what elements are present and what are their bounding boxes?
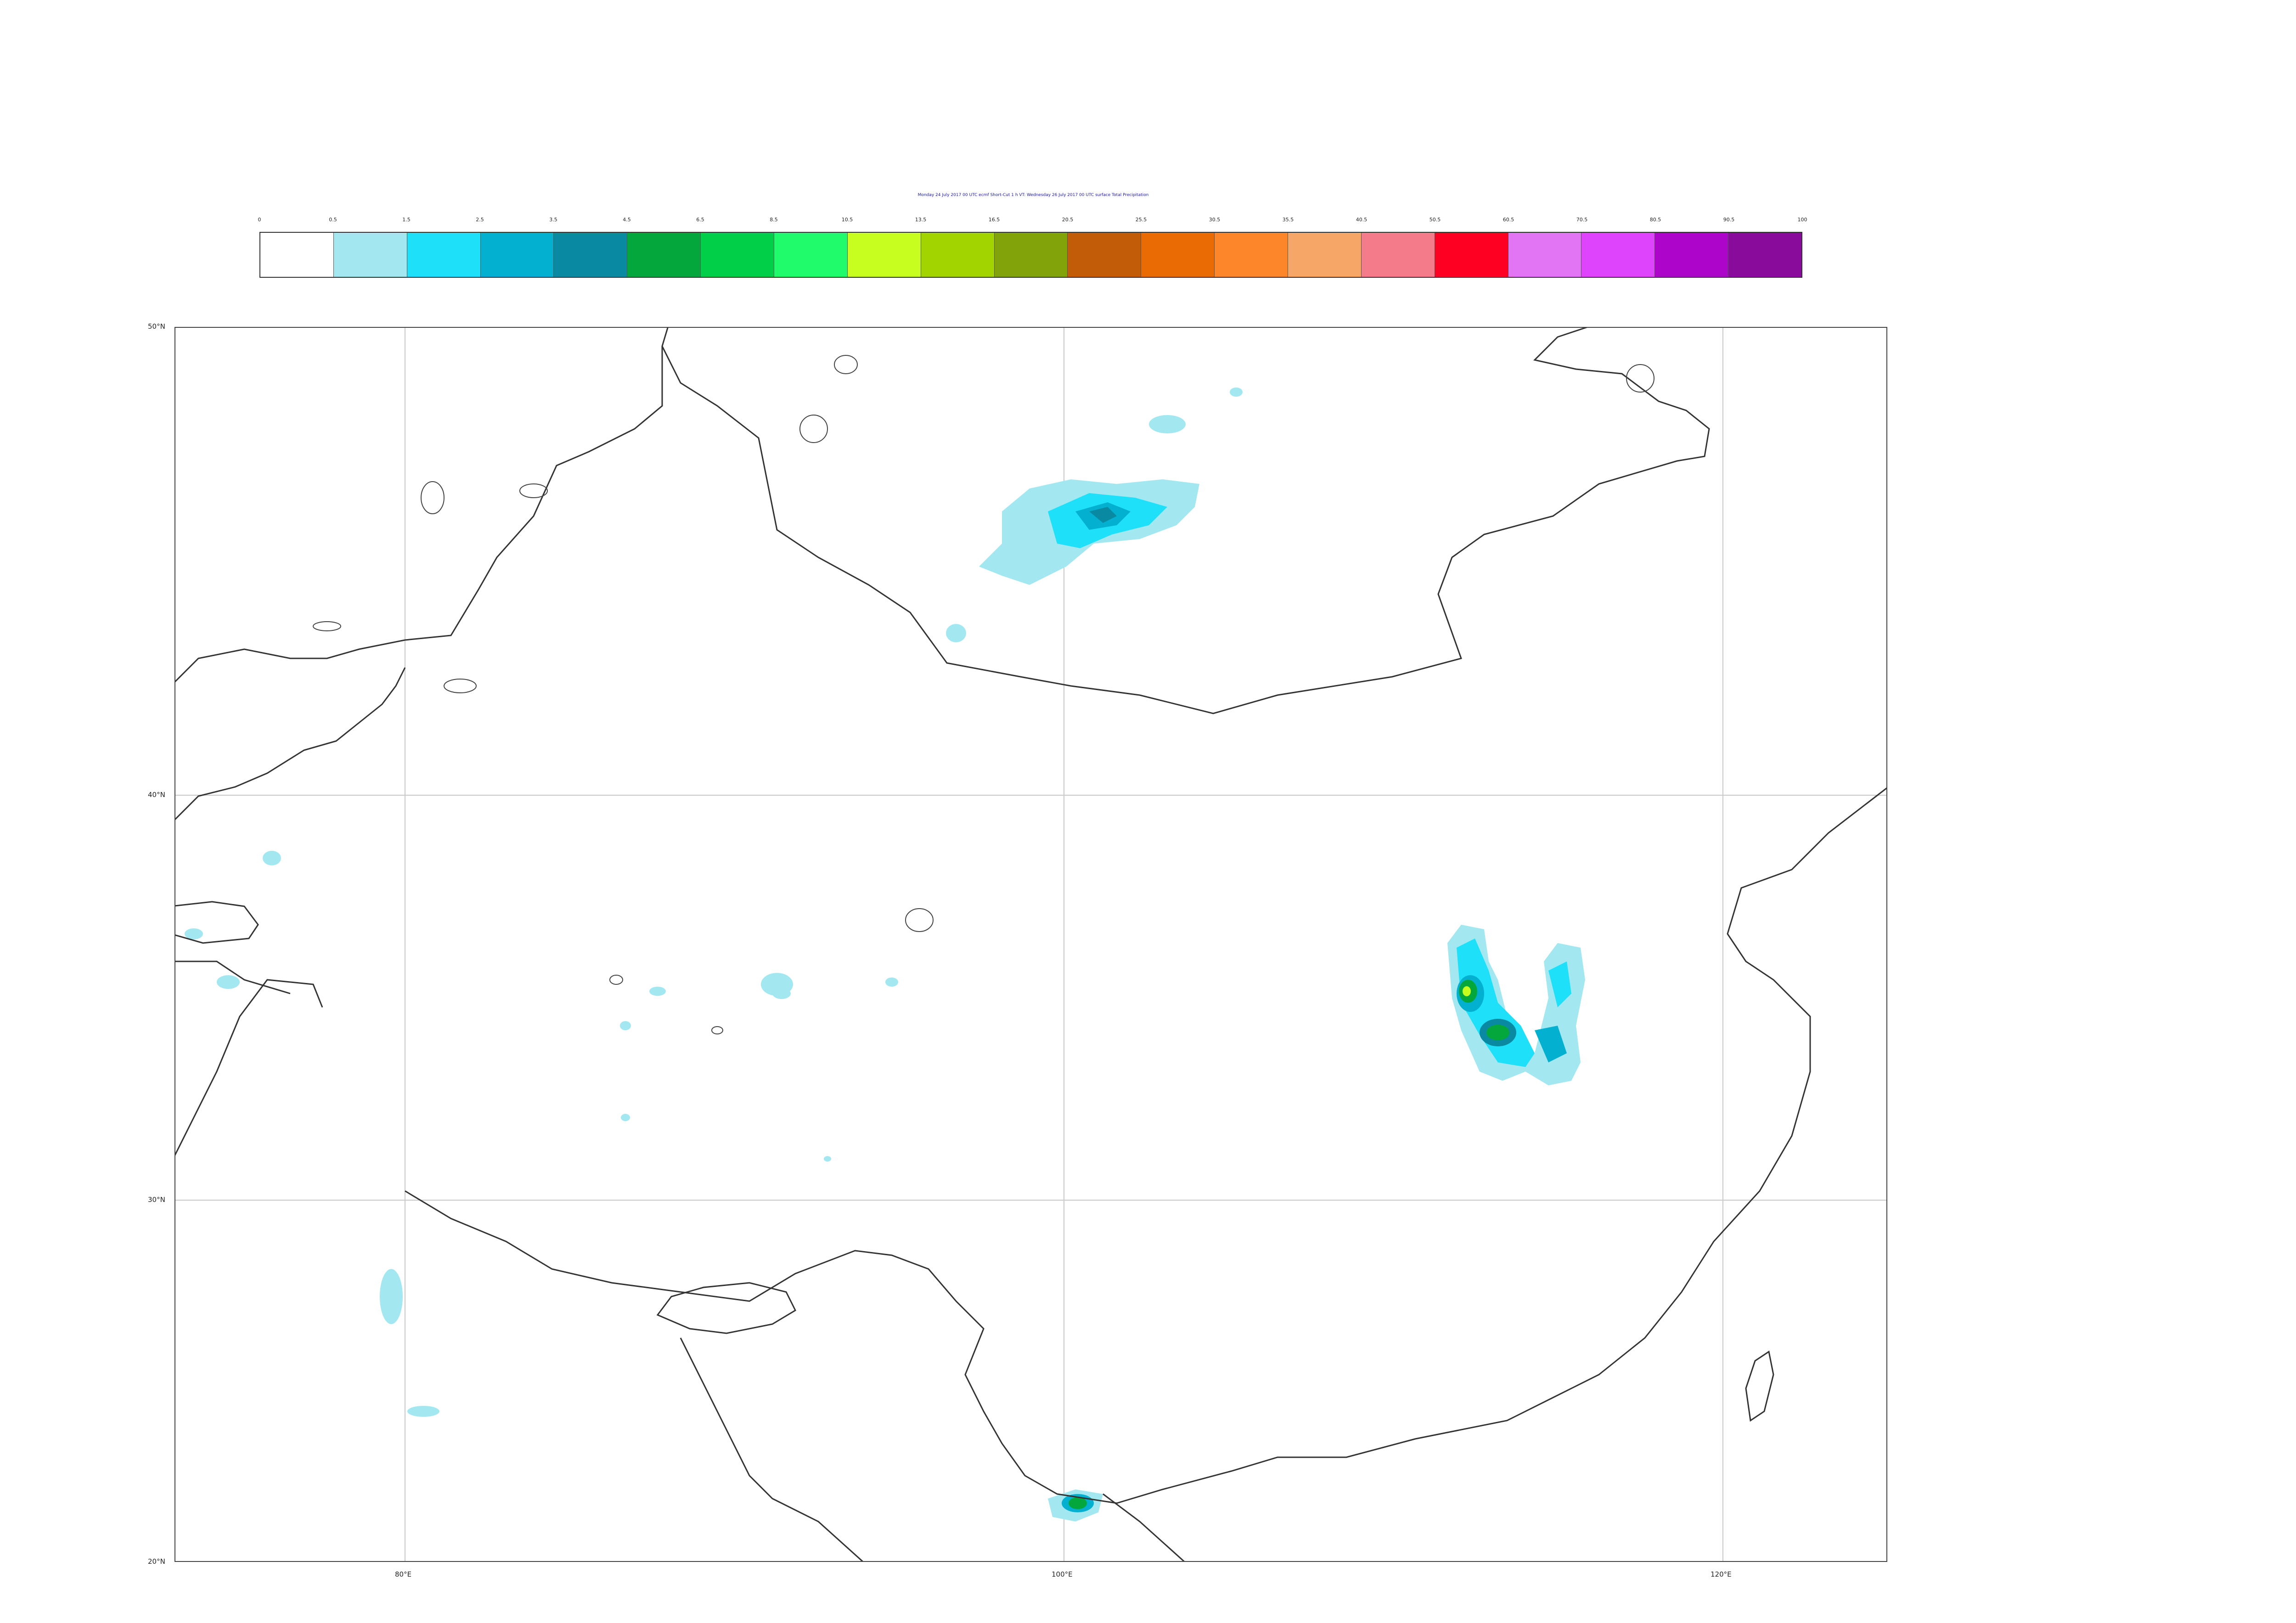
colorbar-tick-label: 50.5	[1429, 217, 1441, 223]
tajik-border	[175, 901, 259, 944]
colorbar-segment	[627, 233, 701, 277]
colorbar-tick-label: 30.5	[1209, 217, 1221, 223]
colorbar-tick-label: 0	[258, 217, 261, 223]
kashmir-border	[175, 960, 291, 994]
colorbar-tick-label: 90.5	[1723, 217, 1735, 223]
colorbar-tick-label: 70.5	[1576, 217, 1588, 223]
colorbar-segment	[407, 233, 481, 277]
colorbar-segment	[1068, 233, 1142, 277]
india-myanmar-border	[680, 1337, 863, 1561]
laos-border	[1103, 1493, 1185, 1561]
colorbar-segment	[480, 233, 554, 277]
colorbar-segment	[1288, 233, 1362, 277]
colorbar-tick-label: 13.5	[915, 217, 927, 223]
colorbar-tick-label: 4.5	[623, 217, 631, 223]
colorbar-tick-label: 3.5	[549, 217, 557, 223]
colorbar-tick-label: 10.5	[841, 217, 853, 223]
colorbar-tick-label: 100	[1797, 217, 1807, 223]
colorbar-segment	[1361, 233, 1435, 277]
china-coast	[405, 787, 1886, 1504]
colorbar-tick-label: 80.5	[1649, 217, 1661, 223]
colorbar-segment	[1141, 233, 1215, 277]
precip-mongolia	[946, 387, 1243, 642]
colorbar-segment	[1215, 233, 1289, 277]
colorbar	[259, 232, 1802, 278]
mongolia-border	[661, 328, 1710, 714]
colorbar-tick-label: 20.5	[1062, 217, 1074, 223]
colorbar-segment	[260, 233, 334, 277]
precip-central-china	[1447, 925, 1585, 1085]
lat-label-20n: 20°N	[148, 1557, 165, 1566]
precipitation-map	[174, 327, 1887, 1562]
colorbar-tick-label: 2.5	[476, 217, 484, 223]
colorbar-tick-label: 25.5	[1135, 217, 1147, 223]
colorbar-tick-labels: 0 0.5 1.5 2.5 3.5 4.5 6.5 8.5 10.5 13.5 16.5 20.5 25…	[258, 217, 1807, 226]
colorbar-tick-label: 60.5	[1503, 217, 1514, 223]
colorbar-segment	[847, 233, 921, 277]
colorbar-tick-label: 40.5	[1356, 217, 1367, 223]
kyrgyz-border	[175, 667, 406, 820]
colorbar-segment	[994, 233, 1068, 277]
colorbar-tick-label: 1.5	[402, 217, 411, 223]
colorbar-segment	[1655, 233, 1729, 277]
colorbar-tick-label: 16.5	[988, 217, 1000, 223]
kazakhstan-border	[175, 346, 663, 683]
lakes	[313, 355, 1654, 1034]
colorbar-tick-label: 6.5	[696, 217, 704, 223]
colorbar-segment	[1435, 233, 1508, 277]
taiwan	[1745, 1350, 1774, 1422]
colorbar-tick-label: 35.5	[1282, 217, 1294, 223]
precip-scattered	[185, 851, 898, 1417]
bhutan-border	[656, 1282, 796, 1334]
borders	[175, 328, 1886, 1561]
lat-label-30n: 30°N	[148, 1196, 165, 1204]
colorbar-segment	[701, 233, 775, 277]
colorbar-segment	[774, 233, 848, 277]
colorbar-segment	[333, 233, 407, 277]
colorbar-segment	[554, 233, 628, 277]
colorbar-segment	[921, 233, 995, 277]
colorbar-tick-label: 0.5	[329, 217, 337, 223]
pakistan-border	[175, 979, 323, 1156]
colorbar-segment	[1508, 233, 1582, 277]
colorbar-segment	[1581, 233, 1655, 277]
lon-label-100e: 100°E	[1052, 1570, 1073, 1578]
lon-label-120e: 120°E	[1711, 1570, 1732, 1578]
lat-label-40n: 40°N	[148, 791, 165, 799]
colorbar-segment	[1728, 233, 1802, 277]
colorbar-tick-label: 8.5	[770, 217, 778, 223]
chart-title: Monday 24 July 2017 00 UTC ecmf Short-Cu…	[917, 193, 1149, 197]
lon-label-80e: 80°E	[395, 1570, 412, 1578]
lat-label-50n: 50°N	[148, 322, 165, 331]
map-canvas	[175, 328, 1886, 1561]
